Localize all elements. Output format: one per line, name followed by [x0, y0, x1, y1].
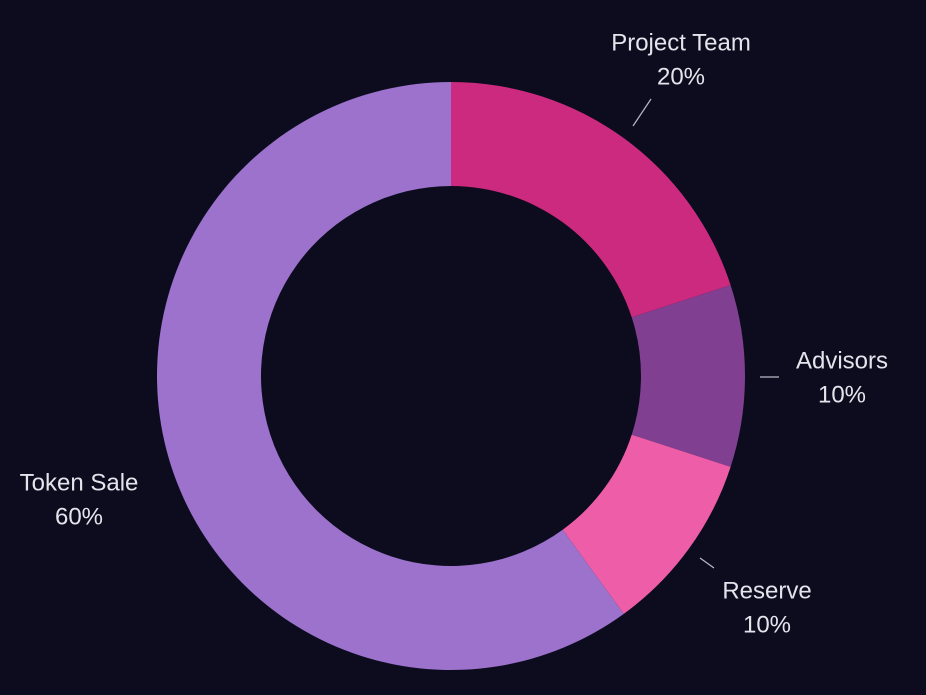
slice-value-project-team: 20% — [657, 63, 705, 90]
slice-advisors — [631, 285, 745, 467]
leader-line-reserve — [699, 557, 715, 569]
slice-label-project-team: Project Team — [611, 29, 751, 56]
slice-label-token-sale: Token Sale — [20, 469, 139, 496]
slice-project-team — [451, 82, 731, 318]
leader-line-project-team — [632, 98, 652, 127]
slice-label-advisors: Advisors — [796, 347, 888, 374]
slice-label-reserve: Reserve — [722, 577, 811, 604]
slice-reserve — [562, 434, 731, 614]
slice-value-reserve: 10% — [743, 611, 791, 638]
slice-token-sale — [156, 82, 624, 671]
slice-value-token-sale: 60% — [55, 503, 103, 530]
leader-lines-group — [632, 98, 779, 569]
slice-value-advisors: 10% — [818, 381, 866, 408]
slices-group — [156, 82, 745, 671]
labels-group: Project Team 20% Advisors 10% Reserve 10% Toke… — [20, 29, 888, 638]
